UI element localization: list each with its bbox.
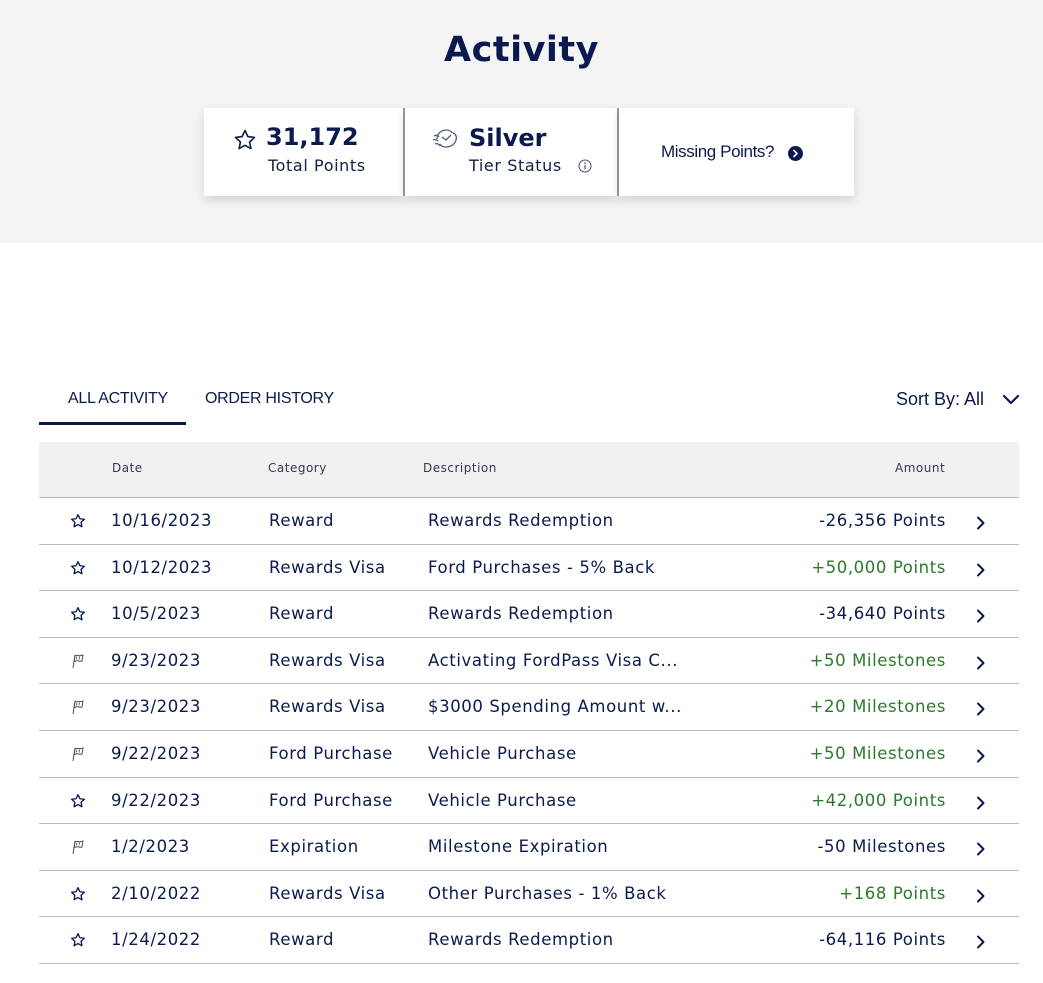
row-date: 2/10/2022 (111, 883, 202, 903)
row-description: Vehicle Purchase (428, 743, 577, 763)
row-category: Rewards Visa (269, 650, 386, 670)
row-category: Expiration (269, 837, 359, 857)
tier-badge-icon (432, 129, 458, 148)
total-points-label: Total Points (268, 156, 366, 175)
page-title: Activity (444, 30, 599, 70)
chevron-down-icon[interactable] (1002, 392, 1020, 406)
tab-order-history[interactable]: ORDER HISTORY (205, 390, 334, 407)
chevron-right-icon[interactable] (976, 515, 986, 534)
star-icon (70, 793, 86, 813)
tier-status-label: Tier Status (469, 156, 562, 175)
row-amount: -34,640 Points (819, 604, 946, 624)
row-description: Ford Purchases - 5% Back (428, 557, 656, 577)
row-category: Ford Purchase (269, 743, 393, 763)
tier-status-card: Silver Tier Status (405, 108, 617, 196)
row-date: 9/23/2023 (111, 650, 202, 670)
card-divider (403, 108, 405, 196)
column-category[interactable]: Category (268, 461, 327, 475)
row-description: $3000 Spending Amount w... (428, 697, 682, 717)
row-description: Milestone Expiration (428, 837, 609, 857)
table-row[interactable]: 2/10/2022 Rewards Visa Other Purchases - 1… (39, 871, 1019, 918)
table-row[interactable]: 9/23/2023 Rewards Visa $3000 Spending Amou… (39, 684, 1019, 731)
row-description: Rewards Redemption (428, 604, 614, 624)
tier-status-value: Silver (469, 124, 547, 152)
row-description: Other Purchases - 1% Back (428, 883, 667, 903)
row-amount: +50 Milestones (809, 650, 946, 670)
row-category: Rewards Visa (269, 883, 386, 903)
chevron-right-icon[interactable] (976, 841, 986, 860)
star-icon (70, 513, 86, 533)
table-row[interactable]: 9/23/2023 Rewards Visa Activating FordPass… (39, 638, 1019, 685)
row-category: Reward (269, 511, 335, 530)
table-row[interactable]: 1/2/2023 Expiration Milestone Expiration -5… (39, 824, 1019, 871)
chevron-right-icon[interactable] (976, 934, 986, 953)
sort-label: Sort By: All (896, 389, 985, 409)
table-row[interactable]: 10/5/2023 Reward Rewards Redemption -34,640… (39, 591, 1019, 638)
row-date: 1/2/2023 (111, 837, 190, 857)
chevron-right-icon[interactable] (976, 795, 986, 814)
flag-icon (70, 839, 86, 859)
row-amount: -64,116 Points (819, 930, 946, 950)
chevron-right-icon[interactable] (976, 655, 986, 674)
row-category: Rewards Visa (269, 697, 386, 717)
row-category: Reward (269, 604, 335, 624)
column-amount[interactable]: Amount (895, 461, 946, 475)
info-icon[interactable] (578, 159, 592, 173)
table-row[interactable]: 9/22/2023 Ford Purchase Vehicle Purchase +4… (39, 778, 1019, 825)
flag-icon (70, 746, 86, 766)
row-category: Ford Purchase (269, 790, 393, 810)
missing-points-link[interactable]: Missing Points? (661, 142, 775, 161)
row-amount: +42,000 Points (811, 790, 946, 810)
table-row[interactable]: 9/22/2023 Ford Purchase Vehicle Purchase +5… (39, 731, 1019, 778)
row-amount: +20 Milestones (809, 697, 946, 717)
column-date[interactable]: Date (112, 461, 143, 475)
arrow-circle-right-icon[interactable] (788, 146, 803, 161)
row-amount: -50 Milestones (817, 837, 946, 857)
row-date: 10/16/2023 (111, 511, 213, 530)
row-date: 1/24/2022 (111, 930, 202, 950)
chevron-right-icon[interactable] (976, 888, 986, 907)
chevron-right-icon[interactable] (976, 608, 986, 627)
table-row[interactable]: 10/16/2023 Reward Rewards Redemption -26,35… (39, 498, 1019, 545)
missing-points-card[interactable]: Missing Points? (619, 108, 854, 196)
row-description: Vehicle Purchase (428, 790, 577, 810)
table-header: Date Category Description Amount (39, 442, 1019, 498)
row-amount: +168 Points (839, 883, 946, 903)
active-tab-indicator (39, 422, 186, 425)
total-points-card: 31,172 Total Points (204, 108, 403, 196)
flag-icon (70, 653, 86, 673)
row-description: Rewards Redemption (428, 511, 614, 530)
row-date: 9/23/2023 (111, 697, 202, 717)
table-row[interactable]: 1/24/2022 Reward Rewards Redemption -64,116… (39, 917, 1019, 964)
flag-icon (70, 699, 86, 719)
star-icon (70, 886, 86, 906)
star-icon (70, 606, 86, 626)
table-row[interactable]: 10/12/2023 Rewards Visa Ford Purchases - 5… (39, 545, 1019, 592)
star-icon (70, 932, 86, 952)
row-amount: +50,000 Points (811, 557, 946, 577)
sort-dropdown[interactable]: Sort By: All (896, 389, 984, 410)
row-amount: +50 Milestones (809, 743, 946, 763)
activity-table-body: 10/16/2023 Reward Rewards Redemption -26,35… (39, 498, 1019, 964)
row-description: Rewards Redemption (428, 930, 614, 950)
star-icon (234, 129, 256, 150)
chevron-right-icon[interactable] (976, 748, 986, 767)
row-date: 9/22/2023 (111, 743, 202, 763)
row-category: Reward (269, 930, 335, 950)
card-divider (617, 108, 619, 196)
total-points-value: 31,172 (266, 123, 359, 151)
row-amount: -26,356 Points (819, 511, 946, 530)
chevron-right-icon[interactable] (976, 701, 986, 720)
chevron-right-icon[interactable] (976, 562, 986, 581)
row-date: 10/5/2023 (111, 604, 202, 624)
row-description: Activating FordPass Visa C... (428, 650, 679, 670)
row-date: 9/22/2023 (111, 790, 202, 810)
row-date: 10/12/2023 (111, 557, 213, 577)
column-description[interactable]: Description (423, 461, 497, 475)
star-icon (70, 560, 86, 580)
row-category: Rewards Visa (269, 557, 386, 577)
tab-all-activity[interactable]: ALL ACTIVITY (68, 390, 168, 407)
